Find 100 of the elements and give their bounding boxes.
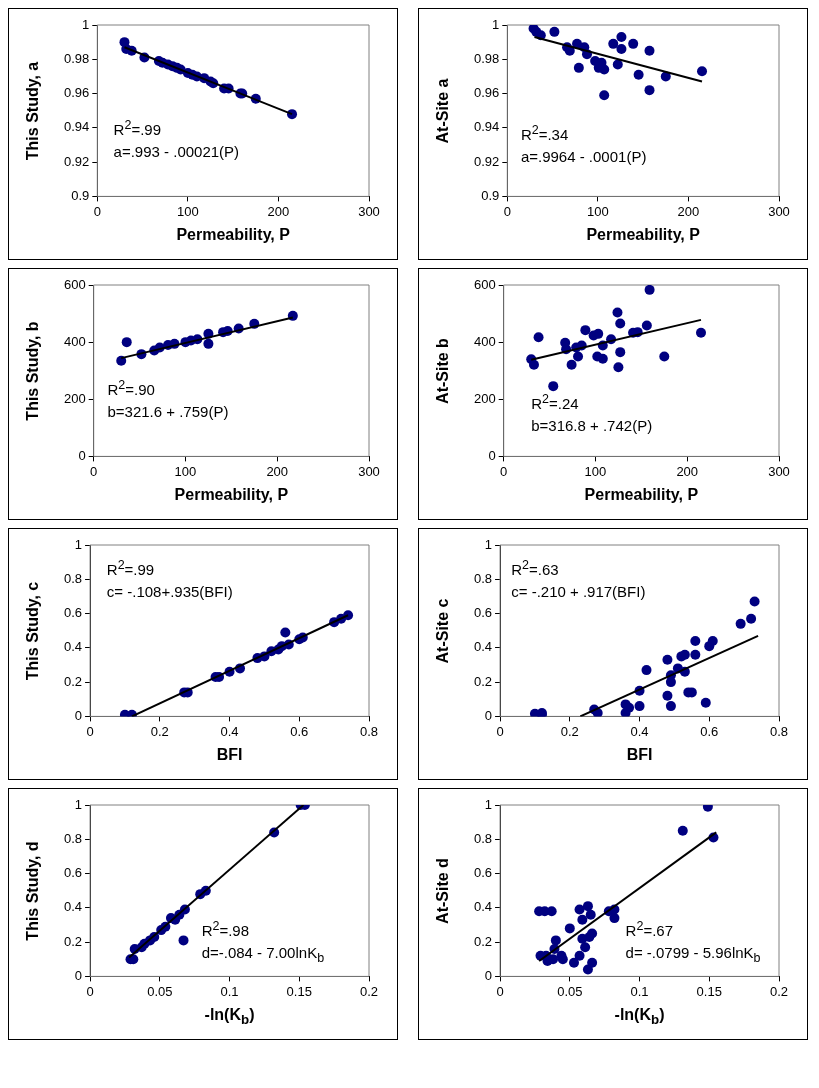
y-axis-title: This Study, c — [24, 581, 42, 680]
y-tick-label: 0.2 — [63, 933, 83, 949]
point — [641, 665, 652, 676]
x-tick-label: 0.2 — [359, 983, 379, 999]
x-axis-title: Permeability, P — [584, 486, 699, 505]
y-axis-title: At-Site c — [434, 598, 452, 664]
point — [665, 677, 676, 688]
y-tick-label: 1 — [74, 536, 83, 552]
point — [616, 44, 627, 54]
point — [577, 914, 588, 925]
point — [533, 332, 544, 343]
y-tick-label: 0 — [78, 447, 86, 463]
point — [659, 351, 670, 362]
point — [582, 901, 593, 912]
y-tick-label: 0.2 — [63, 673, 83, 689]
x-axis-title: Permeability, P — [176, 226, 290, 245]
x-tick-label: 0.15 — [286, 983, 312, 999]
point — [550, 935, 561, 946]
y-tick-label: 1 — [484, 536, 493, 552]
point — [599, 90, 610, 101]
annotation: R$^{2}$=.63 — [511, 556, 560, 580]
y-tick-label: 0.8 — [473, 570, 493, 586]
annotation: R$^{2}$=.24 — [531, 390, 580, 414]
x-tick-label: 0.4 — [630, 723, 649, 739]
x-axis-title: Permeability, P — [174, 486, 289, 505]
y-tick-label: 0 — [484, 967, 493, 983]
x-tick-label: 0.2 — [560, 723, 579, 739]
point — [580, 942, 591, 953]
y-tick-label: 0 — [488, 447, 496, 463]
x-tick-label: 200 — [266, 463, 289, 479]
y-tick-label: 0.92 — [63, 153, 90, 169]
x-tick-label: 200 — [677, 203, 700, 219]
point — [582, 964, 593, 975]
point — [615, 347, 626, 358]
y-tick-label: 0.4 — [63, 639, 83, 655]
point — [700, 697, 711, 708]
point — [564, 923, 575, 934]
point — [557, 954, 568, 965]
x-tick-label: 0.05 — [147, 983, 173, 999]
annotation: a=.993 - .00021(P) — [113, 142, 240, 163]
x-tick-label: 0.1 — [630, 983, 649, 999]
point — [613, 362, 624, 373]
y-tick-label: 1 — [484, 796, 493, 812]
annotation: c= -.108+.935(BFI) — [106, 581, 233, 602]
y-tick-label: 0.96 — [63, 85, 90, 101]
x-tick-label: 0.8 — [359, 723, 379, 739]
y-tick-label: 0.4 — [473, 899, 493, 915]
x-axis-title: BFI — [216, 746, 243, 765]
y-tick-label: 200 — [473, 390, 496, 406]
point — [116, 355, 127, 366]
annotation: R$^{2}$=.98 — [201, 917, 251, 941]
y-tick-label: 0.4 — [473, 639, 493, 655]
y-tick-label: 400 — [473, 333, 496, 349]
point — [641, 320, 652, 331]
point — [612, 59, 623, 70]
point — [573, 62, 584, 73]
point — [593, 328, 604, 339]
x-tick-label: 100 — [584, 463, 607, 479]
point — [696, 327, 706, 338]
annotation: b=321.6 + .759(P) — [107, 402, 229, 423]
annotation: b=316.8 + .742(P) — [531, 415, 653, 436]
point — [573, 351, 584, 362]
y-tick-label: 0.6 — [63, 605, 83, 621]
x-tick-label: 200 — [676, 463, 699, 479]
x-tick-label: 200 — [267, 203, 290, 219]
y-tick-label: 0.4 — [63, 899, 83, 915]
y-tick-label: 0.94 — [63, 119, 90, 135]
y-tick-label: 0 — [484, 707, 493, 723]
annotation: d= -.0799 - 5.96lnK$_{b}$ — [625, 942, 761, 967]
point — [628, 38, 639, 49]
point — [203, 338, 214, 349]
y-tick-label: 400 — [63, 333, 86, 349]
x-tick-label: 100 — [177, 203, 199, 219]
y-tick-label: 0.8 — [63, 830, 83, 846]
y-tick-label: 0.8 — [63, 570, 83, 586]
point — [644, 45, 655, 56]
y-tick-label: 0.8 — [473, 830, 493, 846]
point — [280, 627, 291, 638]
y-tick-label: 600 — [63, 276, 86, 292]
point — [609, 913, 620, 924]
x-tick-label: 0.1 — [220, 983, 239, 999]
point — [587, 957, 598, 968]
y-tick-label: 200 — [63, 390, 86, 406]
x-tick-label: 300 — [768, 203, 790, 219]
x-axis-title: -ln(K$_{b}$) — [204, 1006, 255, 1028]
point — [634, 701, 645, 712]
x-tick-label: 0.2 — [769, 983, 789, 999]
y-tick-label: 0.9 — [481, 187, 500, 203]
y-tick-label: 0.9 — [71, 187, 90, 203]
point — [574, 950, 585, 961]
point — [566, 359, 577, 370]
y-tick-label: 0 — [74, 707, 83, 723]
y-tick-label: 0.2 — [473, 673, 493, 689]
y-axis-title: This Study, b — [24, 321, 42, 421]
x-tick-label: 100 — [174, 463, 197, 479]
point — [585, 909, 596, 920]
y-axis-title: This Study, d — [24, 841, 42, 941]
point — [568, 957, 579, 968]
annotation: R$^{2}$=.99 — [113, 117, 162, 141]
point — [548, 381, 559, 392]
